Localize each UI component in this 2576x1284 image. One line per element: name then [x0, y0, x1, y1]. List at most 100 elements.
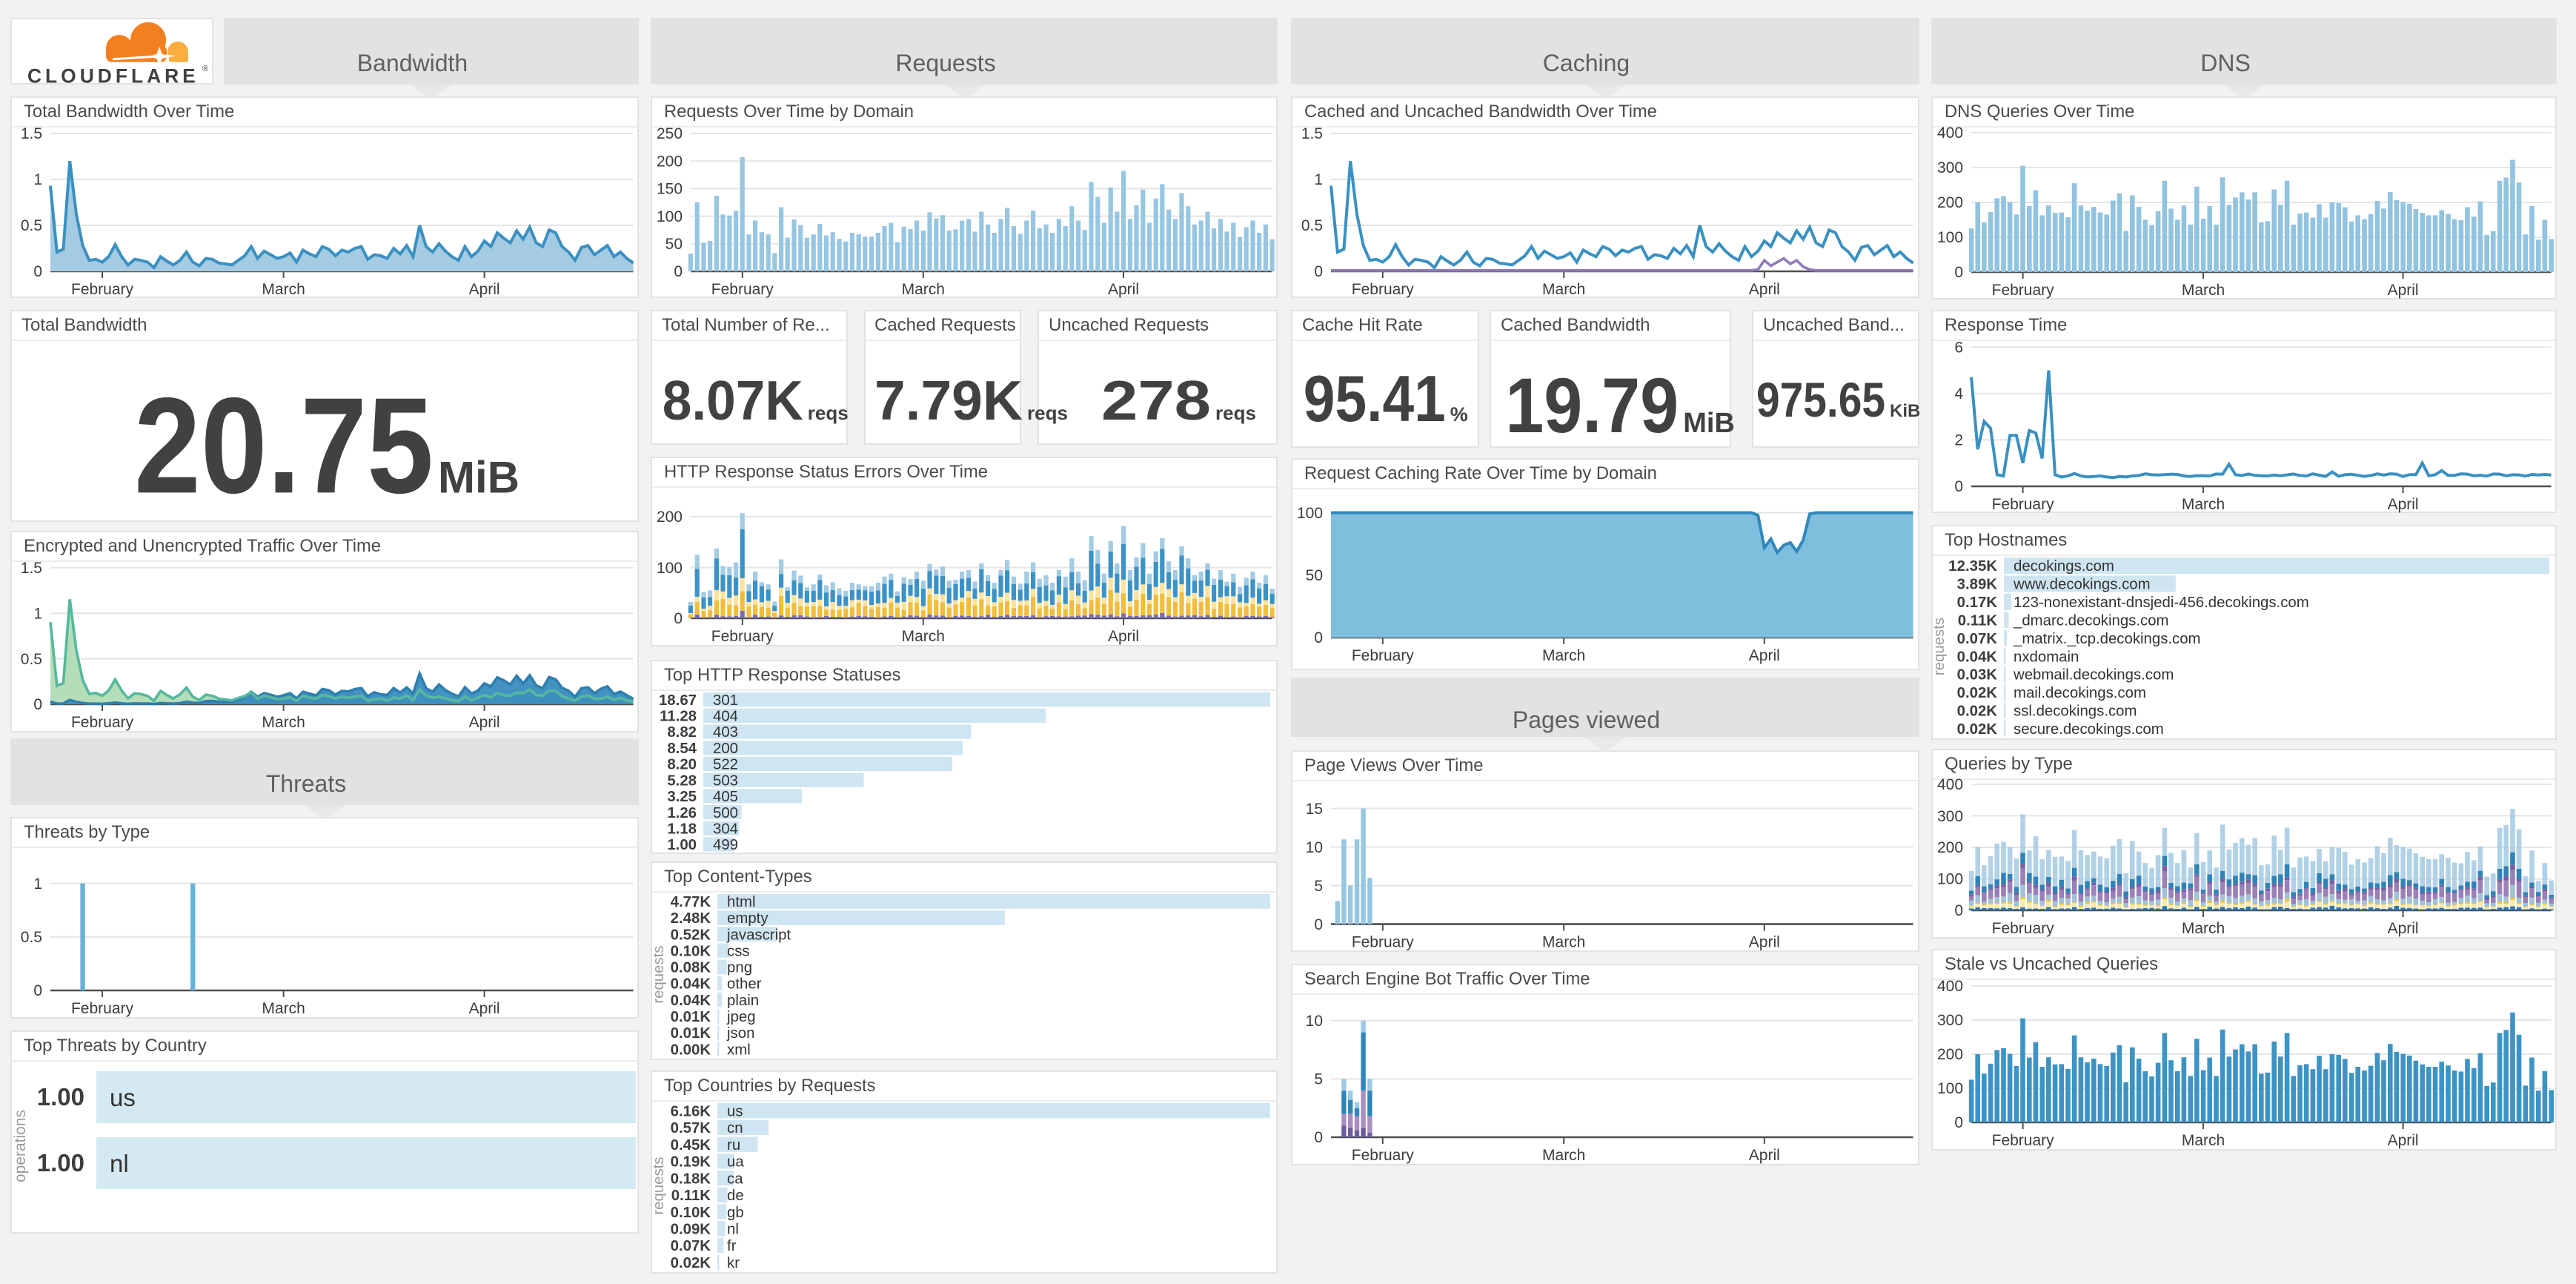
svg-text:403: 403	[713, 724, 738, 740]
svg-text:278: 278	[1101, 369, 1211, 431]
svg-text:February: February	[1352, 647, 1414, 664]
svg-text:5: 5	[1314, 877, 1323, 894]
svg-text:400: 400	[1937, 775, 1963, 792]
svg-text:March: March	[262, 281, 305, 298]
svg-text:February: February	[1352, 1148, 1415, 1165]
svg-text:0.02K: 0.02K	[671, 1255, 711, 1271]
svg-text:0: 0	[674, 609, 683, 626]
svg-text:March: March	[262, 1000, 305, 1017]
svg-text:mail.decokings.com: mail.decokings.com	[2014, 685, 2146, 701]
svg-text:April: April	[1749, 281, 1780, 298]
svg-text:0.5: 0.5	[21, 217, 42, 234]
svg-text:February: February	[711, 281, 774, 298]
svg-text:css: css	[727, 944, 750, 960]
svg-text:1: 1	[33, 605, 42, 622]
svg-text:2.48K: 2.48K	[671, 911, 711, 927]
svg-text:March: March	[902, 281, 945, 298]
svg-text:March: March	[1542, 281, 1585, 298]
svg-text:200: 200	[1937, 838, 1963, 856]
svg-text:200: 200	[657, 153, 683, 170]
svg-text:0.01K: 0.01K	[671, 1026, 711, 1042]
svg-text:0.08K: 0.08K	[671, 960, 711, 976]
svg-text:404: 404	[713, 708, 738, 724]
svg-text:4: 4	[1954, 385, 1963, 402]
svg-text:reqs: reqs	[1026, 402, 1067, 424]
svg-text:3.89K: 3.89K	[1957, 577, 1998, 593]
svg-text:304: 304	[713, 820, 738, 836]
svg-text:100: 100	[657, 559, 683, 576]
svg-text:200: 200	[657, 508, 683, 525]
svg-text:us: us	[110, 1084, 136, 1111]
svg-text:March: March	[1542, 647, 1585, 664]
svg-text:0.04K: 0.04K	[671, 976, 711, 993]
svg-text:200: 200	[713, 740, 738, 756]
svg-text:11.28: 11.28	[660, 708, 697, 724]
svg-text:March: March	[2182, 495, 2225, 512]
svg-text:jpeg: jpeg	[726, 1010, 756, 1026]
svg-text:requests: requests	[651, 946, 667, 1004]
svg-text:405: 405	[713, 788, 738, 804]
svg-text:0.04K: 0.04K	[1957, 649, 1998, 665]
svg-text:KiB: KiB	[1890, 401, 1920, 421]
svg-text:0: 0	[1954, 264, 1963, 281]
svg-text:0.07K: 0.07K	[671, 1238, 711, 1254]
svg-text:1: 1	[33, 876, 42, 893]
svg-text:ua: ua	[727, 1154, 744, 1171]
svg-text:secure.decokings.com: secure.decokings.com	[2014, 721, 2164, 738]
svg-text:plain: plain	[727, 993, 759, 1009]
svg-text:March: March	[262, 714, 305, 731]
svg-text:0: 0	[674, 263, 683, 280]
svg-text:300: 300	[1937, 159, 1963, 176]
svg-text:0.5: 0.5	[1301, 217, 1323, 234]
svg-text:100: 100	[657, 208, 683, 225]
svg-text:%: %	[1450, 403, 1468, 426]
svg-text:February: February	[71, 1000, 134, 1017]
svg-text:February: February	[1992, 282, 2054, 299]
svg-text:March: March	[2182, 919, 2225, 936]
svg-text:April: April	[469, 714, 500, 731]
svg-text:0: 0	[33, 982, 42, 999]
svg-text:April: April	[2388, 1132, 2419, 1149]
svg-text:301: 301	[713, 692, 738, 708]
svg-text:March: March	[2182, 1132, 2225, 1149]
svg-text:0: 0	[1954, 901, 1963, 919]
svg-text:April: April	[1749, 647, 1780, 664]
svg-text:1.5: 1.5	[1301, 125, 1323, 142]
svg-text:0.52K: 0.52K	[671, 927, 711, 944]
svg-text:_matrix._tcp.decokings.com: _matrix._tcp.decokings.com	[2013, 631, 2201, 647]
svg-text:1: 1	[1314, 171, 1323, 188]
svg-text:8.20: 8.20	[667, 756, 697, 772]
svg-text:webmail.decokings.com: webmail.decokings.com	[2013, 667, 2174, 684]
svg-text:8.54: 8.54	[667, 740, 697, 756]
svg-text:0: 0	[1314, 916, 1323, 933]
svg-text:0.5: 0.5	[21, 929, 42, 946]
svg-text:100: 100	[1937, 1081, 1963, 1098]
svg-text:ca: ca	[727, 1171, 743, 1187]
svg-text:0.03K: 0.03K	[1957, 667, 1998, 684]
svg-text:0.04K: 0.04K	[671, 993, 711, 1009]
svg-text:1.00: 1.00	[37, 1083, 84, 1111]
svg-text:400: 400	[1937, 979, 1963, 996]
svg-text:150: 150	[657, 181, 683, 198]
svg-text:1.18: 1.18	[667, 820, 697, 836]
svg-text:1.00: 1.00	[667, 836, 697, 853]
svg-text:5.28: 5.28	[667, 772, 697, 788]
svg-text:15: 15	[1306, 800, 1323, 817]
svg-text:de: de	[727, 1188, 744, 1204]
svg-text:2: 2	[1954, 431, 1963, 449]
svg-text:April: April	[1108, 281, 1139, 298]
svg-text:1.00: 1.00	[37, 1149, 84, 1177]
svg-text:javascript: javascript	[726, 927, 791, 944]
svg-text:April: April	[469, 281, 500, 298]
svg-text:0.07K: 0.07K	[1957, 631, 1998, 647]
svg-text:12.35K: 12.35K	[1948, 558, 1997, 575]
svg-text:0.01K: 0.01K	[671, 1010, 711, 1026]
svg-text:reqs: reqs	[808, 402, 849, 424]
svg-text:200: 200	[1937, 1047, 1963, 1064]
svg-text:0.10K: 0.10K	[671, 1205, 711, 1221]
svg-text:503: 503	[713, 772, 738, 788]
svg-text:95.41: 95.41	[1304, 362, 1446, 435]
svg-text:April: April	[2388, 919, 2419, 936]
svg-text:300: 300	[1937, 1013, 1963, 1030]
svg-text:March: March	[2182, 282, 2225, 299]
